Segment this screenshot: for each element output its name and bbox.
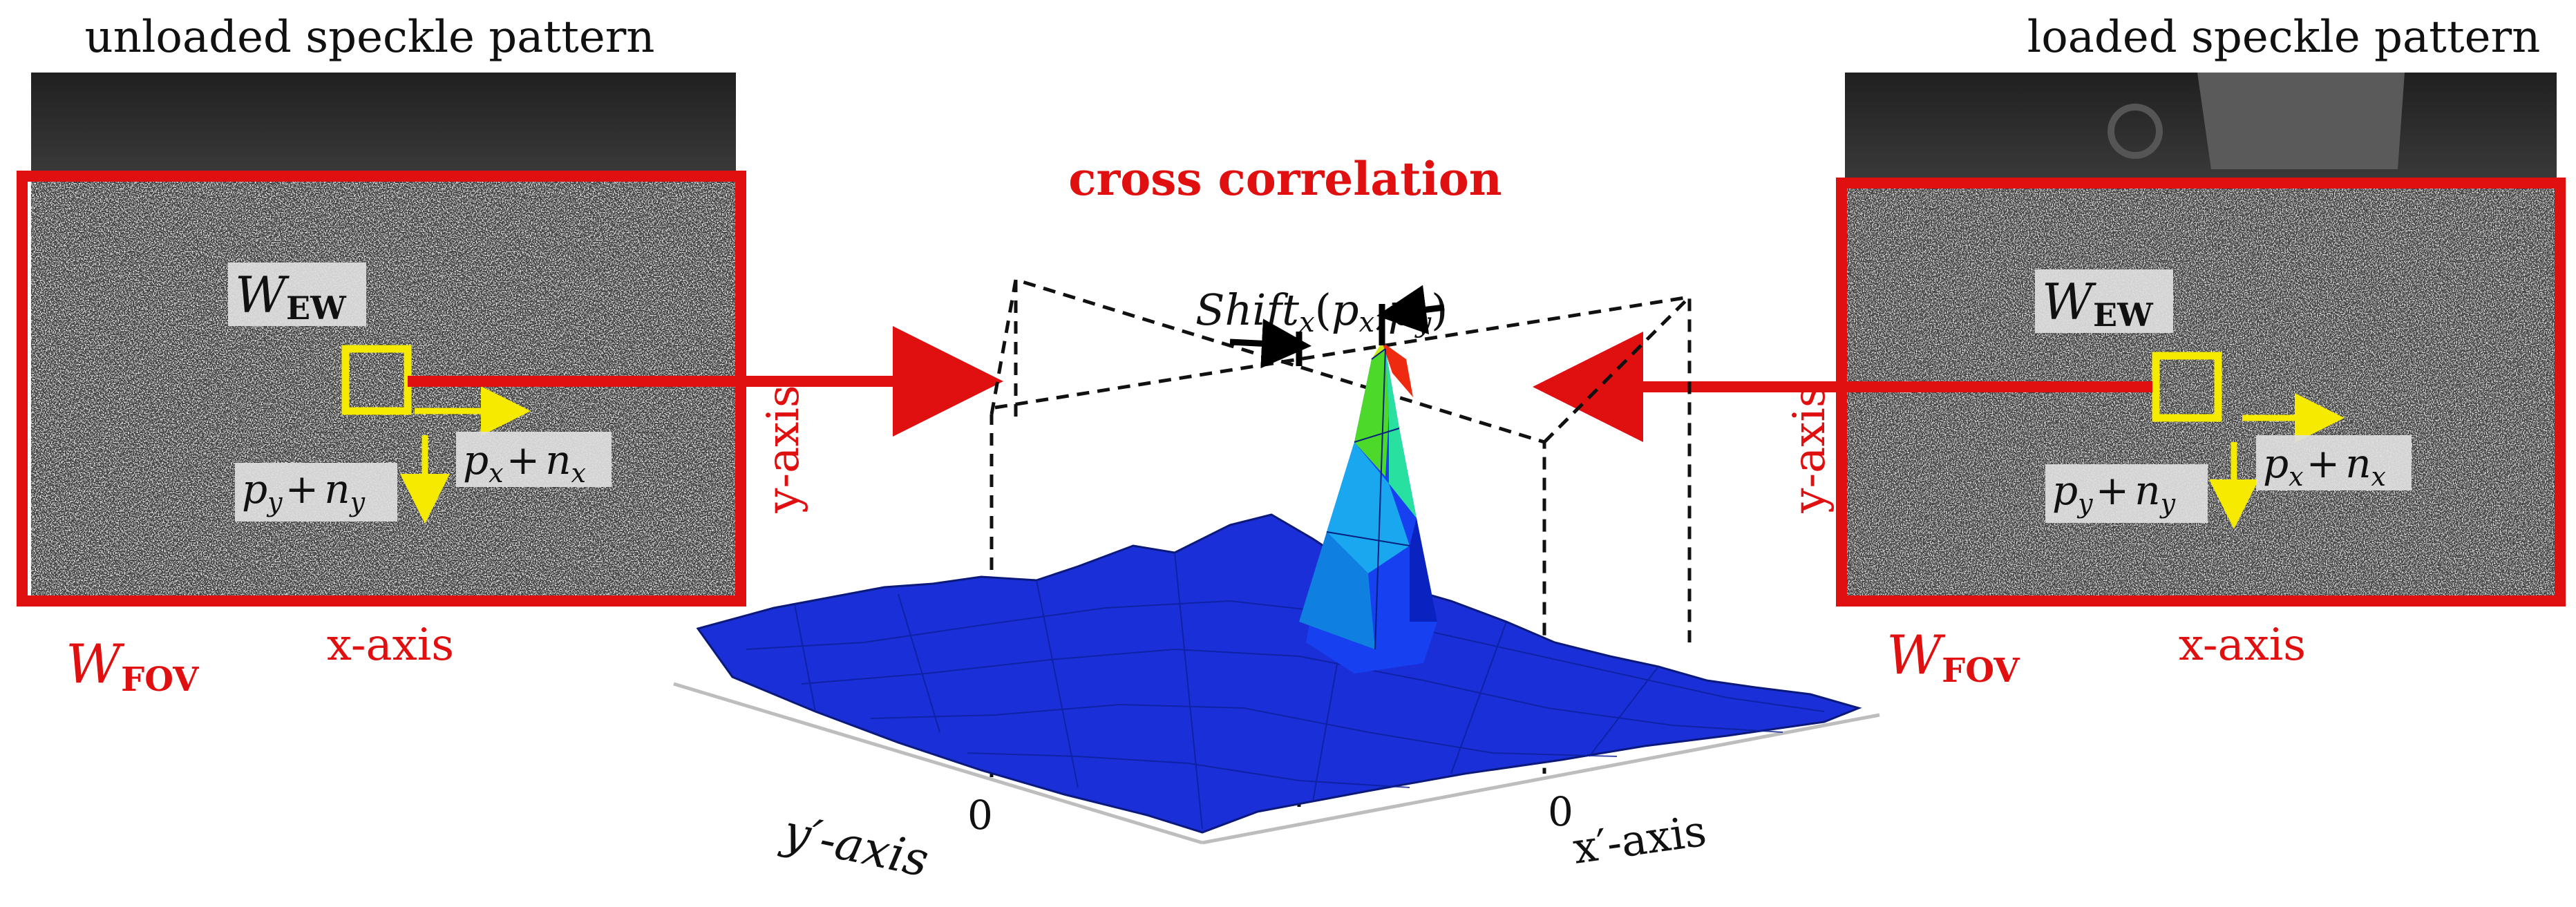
correlation-plot: cross correlation [673, 152, 1880, 888]
floor-edge-left [673, 682, 1203, 845]
zero-label-left: 0 [967, 792, 993, 839]
right-window-label: WEW [2035, 269, 2173, 334]
left-panel-title: unloaded speckle pattern [85, 12, 655, 63]
svg-text:px+nx: px+ nx [2263, 440, 2386, 492]
left-fov-label: WFOV [66, 633, 199, 699]
left-x-shift-label: px+ nx [456, 432, 612, 488]
svg-text:WEW: WEW [235, 266, 347, 327]
right-panel-title: loaded speckle pattern [2027, 12, 2541, 63]
right-evaluation-window [2152, 352, 2222, 422]
right-x-shift-label: px+ nx [2256, 435, 2412, 492]
dashed-planes [989, 277, 1692, 808]
svg-text:py+ny: py+ ny [2052, 467, 2176, 519]
right-panel: loaded speckle pattern WEW px+ nx py+ ny W… [1784, 12, 2566, 690]
right-x-axis-label: x-axis [2179, 620, 2306, 671]
left-y-axis-label: y-axis [758, 385, 809, 513]
left-fov-frame [17, 171, 746, 607]
left-window-label: WEW [228, 262, 366, 327]
x-prime-axis-label: x′-axis [1570, 805, 1710, 874]
left-y-shift-label: py+ ny [235, 463, 397, 522]
svg-text:WEW: WEW [2042, 273, 2154, 334]
correlation-peak [1299, 342, 1437, 674]
y-prime-axis-label: y′-axis [777, 804, 934, 888]
floor-edge-right [1202, 713, 1880, 845]
left-panel: unloaded speckle pattern WEW px+ nx py+ ny… [17, 12, 809, 699]
right-fov-label: WFOV [1886, 624, 2020, 690]
right-y-axis-label: y-axis [1784, 385, 1835, 513]
left-x-axis-label: x-axis [327, 620, 454, 671]
correlation-surface [696, 513, 1862, 834]
right-y-shift-label: py+ ny [2045, 464, 2208, 523]
shift-bracket [1229, 285, 1445, 369]
svg-text:py+ny: py+ ny [242, 466, 366, 517]
correlation-title: cross correlation [1068, 152, 1502, 206]
zero-label-right: 0 [1548, 788, 1573, 835]
svg-text:px+nx: px+ nx [463, 437, 586, 488]
